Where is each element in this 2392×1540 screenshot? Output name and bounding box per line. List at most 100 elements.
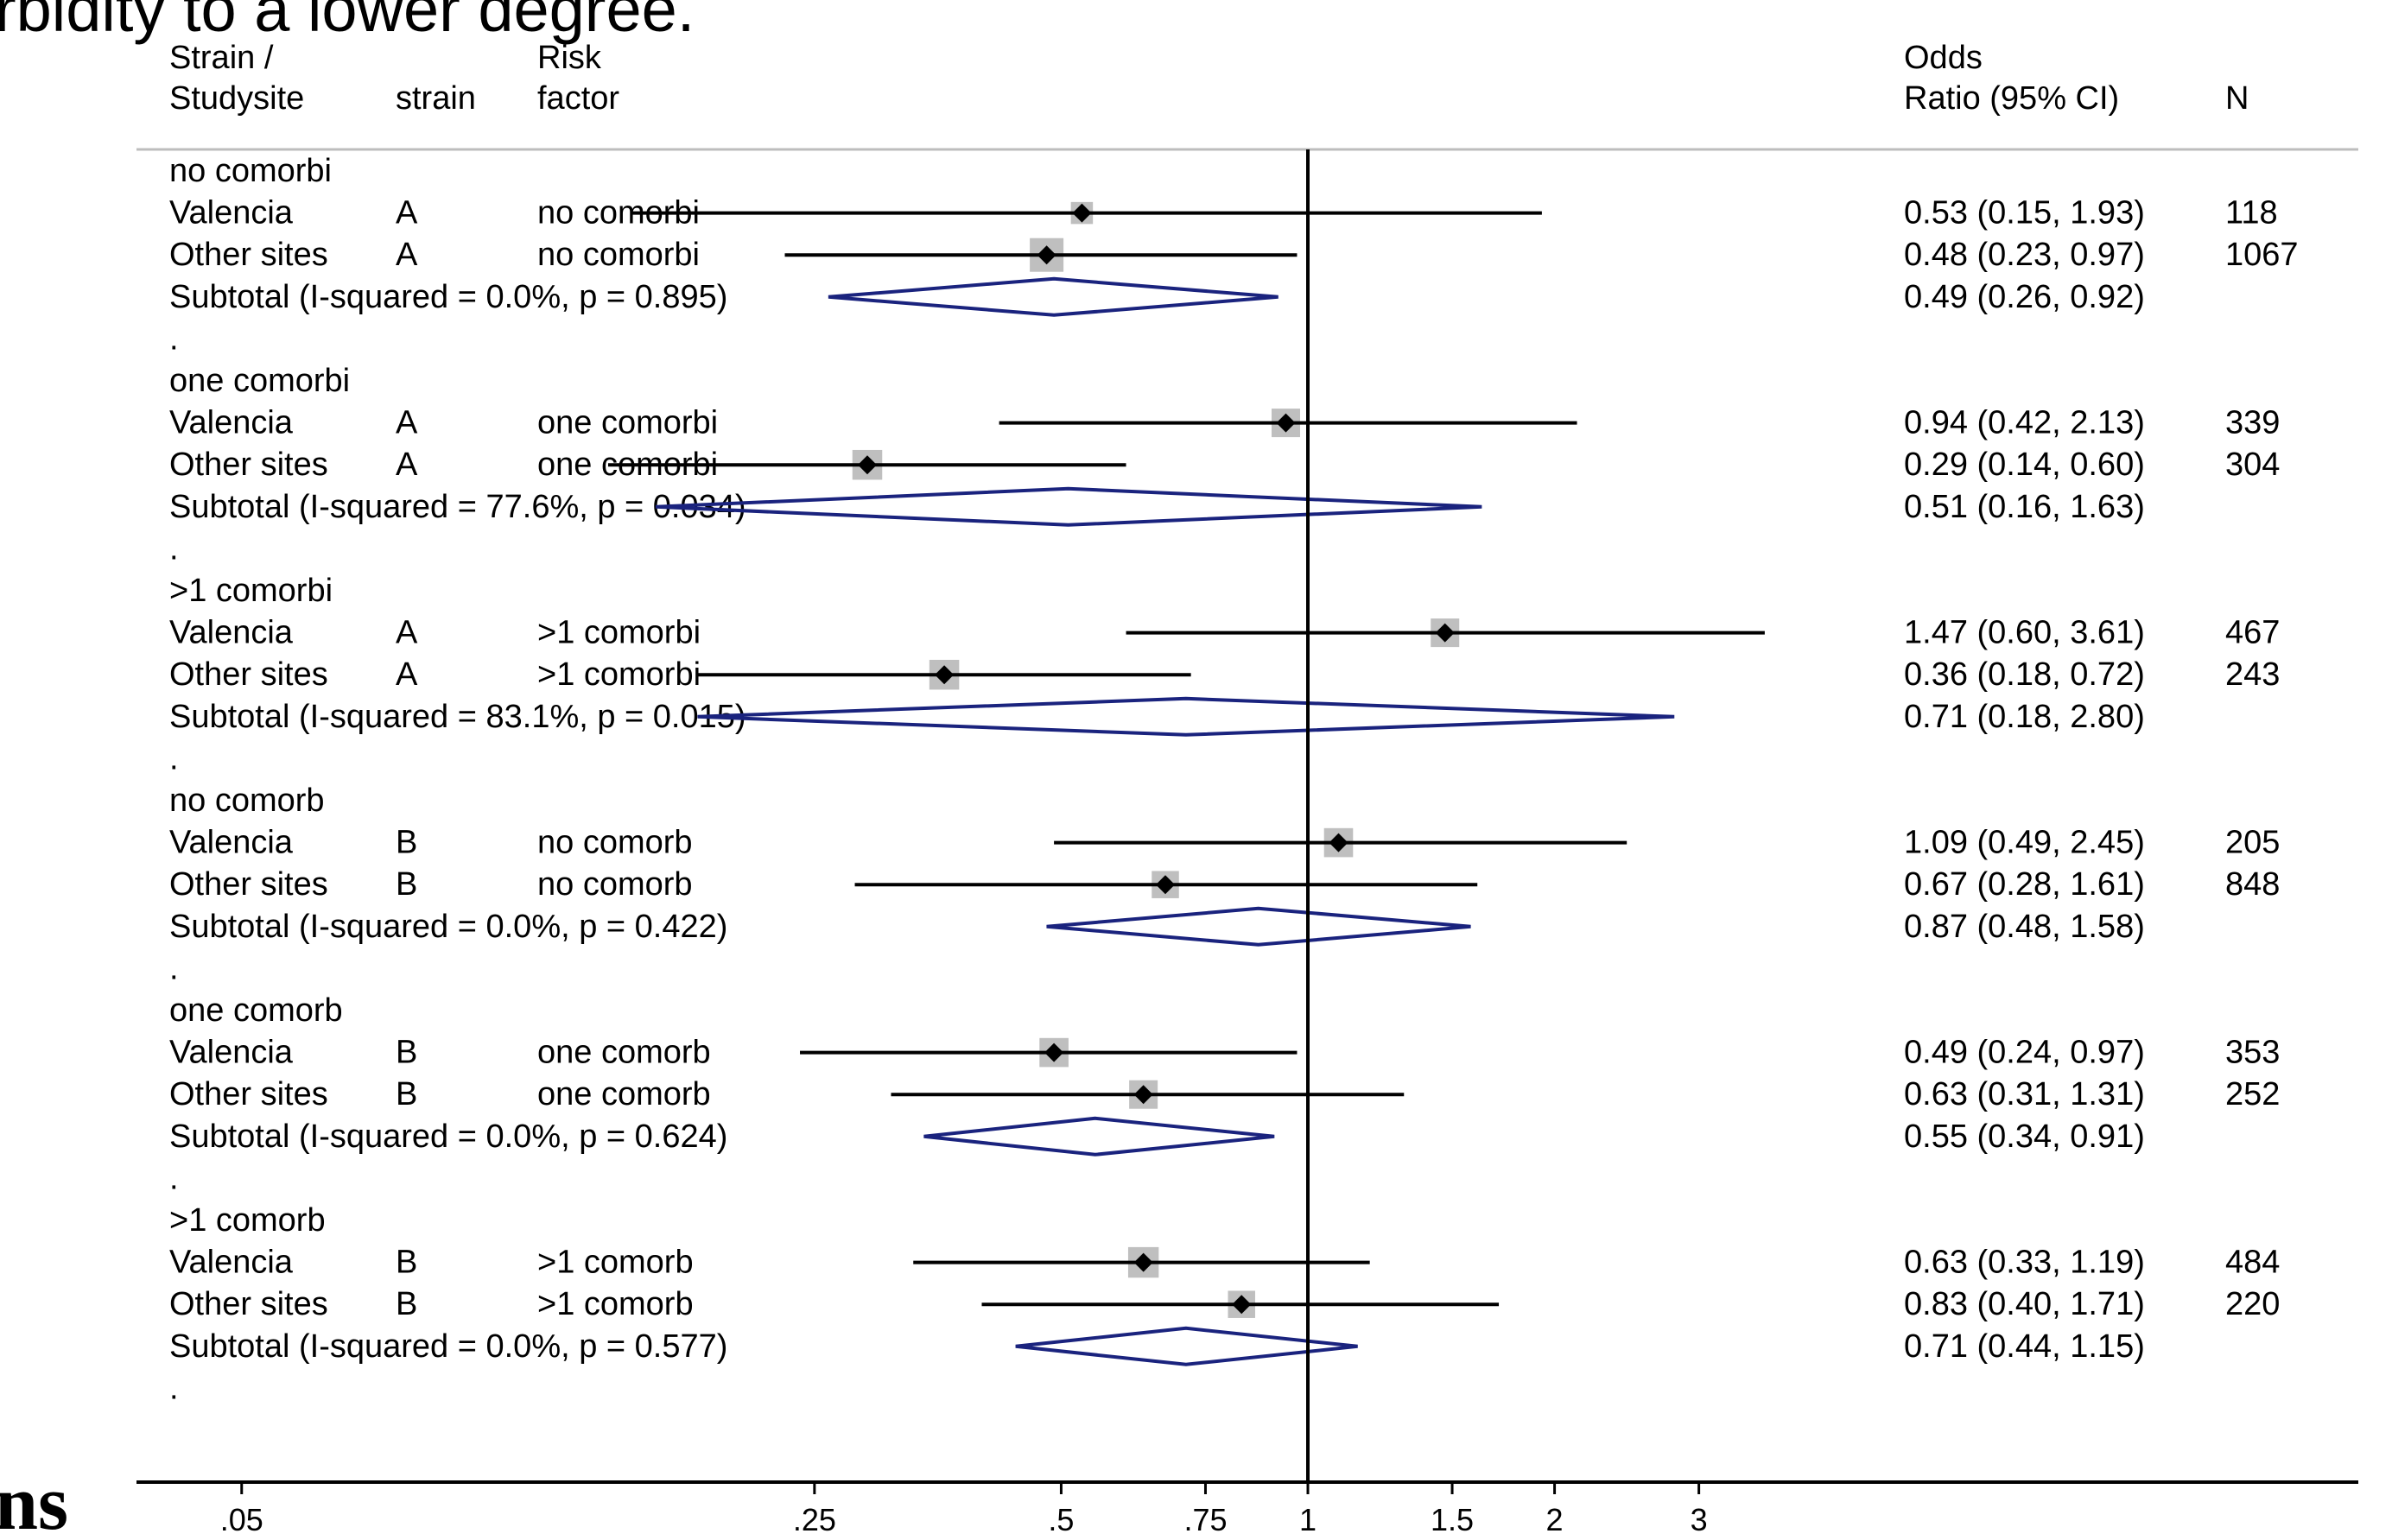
subtotal-diamond — [697, 696, 1675, 737]
point-estimate-marker — [1156, 875, 1176, 895]
study-odds-ratio-ci: 0.67 (0.28, 1.61) — [1904, 866, 2145, 903]
point-estimate-marker — [1232, 1295, 1252, 1315]
group-separator: . — [169, 1160, 179, 1196]
study-n: 205 — [2225, 825, 2280, 861]
x-tick-label: .5 — [1048, 1502, 1074, 1537]
subtotal-diamond — [923, 1116, 1275, 1157]
header-risk-line1: Risk — [537, 40, 602, 76]
x-axis: .05 .25 .5 .75 1 1.5 2 3 — [136, 1480, 2358, 1537]
point-estimate-marker — [857, 455, 877, 475]
study-n: 848 — [2225, 866, 2280, 903]
study-odds-ratio-ci: 0.63 (0.33, 1.19) — [1904, 1245, 2145, 1281]
study-n: 304 — [2225, 447, 2280, 483]
study-site: Valencia — [169, 1035, 294, 1071]
study-site: Other sites — [169, 447, 328, 483]
point-estimate-marker — [1133, 1252, 1153, 1272]
x-tick-label: 1.5 — [1431, 1502, 1474, 1537]
study-risk-factor: >1 comorb — [537, 1286, 694, 1322]
point-estimate-marker — [1435, 623, 1455, 643]
study-risk-factor: one comorb — [537, 1035, 711, 1071]
study-site: Valencia — [169, 615, 294, 651]
study-site: Valencia — [169, 405, 294, 441]
x-tick-label: .25 — [793, 1502, 836, 1537]
point-estimate-marker — [1276, 413, 1296, 433]
subtotal-diamond — [1046, 906, 1471, 947]
subtotal-odds-ratio-ci: 0.49 (0.26, 0.92) — [1904, 279, 2145, 315]
subtotal-diamond — [828, 276, 1278, 317]
study-strain: A — [396, 615, 418, 651]
study-strain: B — [396, 1076, 417, 1112]
study-n: 243 — [2225, 656, 2280, 693]
study-n: 353 — [2225, 1035, 2280, 1071]
x-tick-label: 1 — [1299, 1502, 1317, 1537]
study-site: Other sites — [169, 656, 328, 693]
study-risk-factor: one comorbi — [537, 405, 718, 441]
study-risk-factor: no comorb — [537, 825, 693, 861]
header-studysite-line1: Strain / — [169, 40, 274, 76]
study-strain: B — [396, 1286, 417, 1322]
study-strain: B — [396, 866, 417, 903]
study-site: Other sites — [169, 1286, 328, 1322]
point-estimate-marker — [1072, 203, 1092, 223]
study-strain: A — [396, 447, 418, 483]
subtotal-label: Subtotal (I-squared = 83.1%, p = 0.015) — [169, 699, 746, 735]
study-site: Other sites — [169, 237, 328, 273]
subtotal-label: Subtotal (I-squared = 0.0%, p = 0.624) — [169, 1119, 727, 1155]
study-odds-ratio-ci: 0.49 (0.24, 0.97) — [1904, 1035, 2145, 1071]
header-risk-line2: factor — [537, 80, 619, 117]
column-headers: Strain / Studysite strain Risk factor Od… — [169, 40, 2249, 117]
point-estimate-marker — [935, 665, 955, 685]
header-strain: strain — [396, 80, 476, 117]
subtotal-diamond — [1015, 1326, 1358, 1366]
header-n: N — [2225, 80, 2249, 117]
subtotal-diamond — [655, 486, 1482, 527]
point-estimate-marker — [1133, 1085, 1153, 1105]
group-separator: . — [169, 740, 179, 776]
study-site: Other sites — [169, 866, 328, 903]
study-risk-factor: >1 comorb — [537, 1245, 694, 1281]
slide-top-text-fragment: rbidity to a lower degree. — [0, 0, 695, 45]
subtotal-odds-ratio-ci: 0.55 (0.34, 0.91) — [1904, 1119, 2145, 1155]
study-odds-ratio-ci: 0.36 (0.18, 0.72) — [1904, 656, 2145, 693]
study-site: Other sites — [169, 1076, 328, 1112]
subtotal-odds-ratio-ci: 0.87 (0.48, 1.58) — [1904, 909, 2145, 945]
subtotal-label: Subtotal (I-squared = 0.0%, p = 0.895) — [169, 279, 727, 315]
study-site: Valencia — [169, 825, 294, 861]
study-n: 339 — [2225, 405, 2280, 441]
group-label: no comorbi — [169, 153, 332, 189]
study-odds-ratio-ci: 0.29 (0.14, 0.60) — [1904, 447, 2145, 483]
point-estimate-marker — [1329, 833, 1348, 852]
study-odds-ratio-ci: 0.63 (0.31, 1.31) — [1904, 1076, 2145, 1112]
point-estimate-marker — [1037, 245, 1056, 265]
study-odds-ratio-ci: 1.09 (0.49, 2.45) — [1904, 825, 2145, 861]
study-odds-ratio-ci: 0.94 (0.42, 2.13) — [1904, 405, 2145, 441]
study-site: Valencia — [169, 195, 294, 231]
study-strain: B — [396, 1245, 417, 1281]
study-strain: B — [396, 1035, 417, 1071]
x-tick-label: .75 — [1183, 1502, 1227, 1537]
x-tick-label: 3 — [1691, 1502, 1708, 1537]
study-odds-ratio-ci: 0.48 (0.23, 0.97) — [1904, 237, 2145, 273]
study-odds-ratio-ci: 1.47 (0.60, 3.61) — [1904, 615, 2145, 651]
study-strain: A — [396, 237, 418, 273]
group-label: >1 comorbi — [169, 573, 333, 609]
study-site: Valencia — [169, 1245, 294, 1281]
study-risk-factor: one comorb — [537, 1076, 711, 1112]
study-strain: A — [396, 195, 418, 231]
study-risk-factor: >1 comorbi — [537, 615, 701, 651]
study-strain: A — [396, 405, 418, 441]
group-separator: . — [169, 1370, 179, 1406]
subtotal-odds-ratio-ci: 0.51 (0.16, 1.63) — [1904, 489, 2145, 525]
study-strain: B — [396, 825, 417, 861]
header-studysite-line2: Studysite — [169, 80, 304, 117]
study-n: 220 — [2225, 1286, 2280, 1322]
x-tick-label: 2 — [1546, 1502, 1564, 1537]
subtotal-odds-ratio-ci: 0.71 (0.44, 1.15) — [1904, 1328, 2145, 1365]
study-risk-factor: >1 comorbi — [537, 656, 701, 693]
study-n: 118 — [2225, 195, 2278, 231]
subtotal-odds-ratio-ci: 0.71 (0.18, 2.80) — [1904, 699, 2145, 735]
group-separator: . — [169, 530, 179, 567]
group-separator: . — [169, 950, 179, 986]
